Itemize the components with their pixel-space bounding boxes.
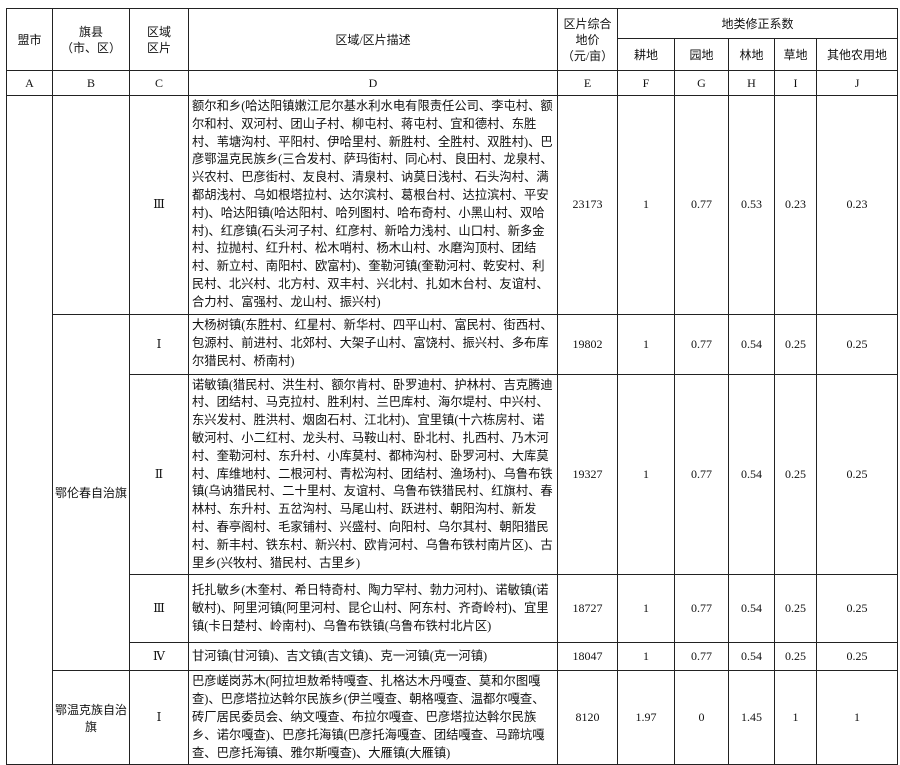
description-cell: 大杨树镇(东胜村、红星村、新华村、四平山村、富民村、街西村、包源村、前进村、北郊… bbox=[188, 313, 558, 375]
header-description: 区域/区片描述 bbox=[188, 8, 558, 71]
zone-cell: Ⅳ bbox=[129, 642, 189, 672]
forest-cell: 0.54 bbox=[728, 642, 775, 672]
forest-cell: 0.54 bbox=[728, 313, 775, 375]
price-cell: 8120 bbox=[557, 670, 618, 765]
header-forest: 林地 bbox=[728, 38, 775, 71]
forest-cell: 0.54 bbox=[728, 373, 775, 576]
zone-cell: Ⅰ bbox=[129, 313, 189, 375]
header-grassland: 草地 bbox=[774, 38, 817, 71]
header-county-line1: 旗县 bbox=[78, 24, 103, 39]
farmland-cell: 1 bbox=[617, 313, 675, 375]
letter-cell: H bbox=[728, 70, 775, 96]
header-county: 旗县 （市、区） bbox=[52, 8, 130, 71]
price-cell: 19802 bbox=[557, 313, 618, 375]
zone-cell: Ⅲ bbox=[129, 574, 189, 644]
price-cell: 18047 bbox=[557, 642, 618, 672]
header-zone-line2: 区片 bbox=[146, 40, 171, 55]
description-cell: 托扎敏乡(木奎村、希日特奇村、陶力罕村、勃力河村)、诺敏镇(诺敏村)、阿里河镇(… bbox=[188, 574, 558, 644]
garden-cell: 0.77 bbox=[674, 313, 729, 375]
header-price-line1: 区片综合 bbox=[563, 16, 612, 31]
header-row: 盟市 旗县 （市、区） 区域 区片 区域/区片描述 区片综合 地价 （元/亩） 地类修正… bbox=[6, 8, 899, 71]
header-coefficient-group: 地类修正系数 bbox=[616, 8, 899, 39]
other-agri-cell: 1 bbox=[815, 670, 899, 765]
zone-cell: Ⅰ bbox=[129, 670, 189, 765]
header-zone-line1: 区域 bbox=[146, 24, 171, 39]
grassland-cell: 0.25 bbox=[774, 373, 817, 576]
letter-cell: D bbox=[188, 70, 558, 96]
letter-cell: F bbox=[617, 70, 675, 96]
description-cell: 甘河镇(甘河镇)、吉文镇(吉文镇)、克一河镇(克一河镇) bbox=[188, 642, 558, 672]
price-cell: 23173 bbox=[557, 95, 618, 315]
letter-cell: J bbox=[815, 70, 899, 96]
description-cell: 诺敏镇(猎民村、洪生村、额尔肯村、卧罗迪村、护林村、吉克腾迪村、团结村、马克拉村… bbox=[188, 373, 558, 576]
grassland-cell: 0.25 bbox=[774, 642, 817, 672]
land-price-table: 盟市 旗县 （市、区） 区域 区片 区域/区片描述 区片综合 地价 （元/亩） 地类修正… bbox=[6, 8, 899, 765]
letter-cell: C bbox=[129, 70, 189, 96]
letter-cell: E bbox=[557, 70, 618, 96]
zone-cell: Ⅲ bbox=[129, 95, 189, 315]
price-cell: 18727 bbox=[557, 574, 618, 644]
letter-cell: B bbox=[52, 70, 130, 96]
header-price: 区片综合 地价 （元/亩） bbox=[557, 8, 618, 71]
zone-cell: Ⅱ bbox=[129, 373, 189, 576]
header-garden: 园地 bbox=[674, 38, 729, 71]
farmland-cell: 1 bbox=[617, 373, 675, 576]
table-row: 鄂温克族自治旗 Ⅰ 巴彦嵯岗苏木(阿拉坦敖希特嘎查、扎格达木丹嘎查、莫和尔图嘎查… bbox=[7, 670, 899, 765]
header-other-agri: 其他农用地 bbox=[815, 38, 899, 71]
other-agri-cell: 0.23 bbox=[815, 95, 899, 315]
garden-cell: 0.77 bbox=[674, 373, 729, 576]
farmland-cell: 1.97 bbox=[617, 670, 675, 765]
garden-cell: 0.77 bbox=[674, 642, 729, 672]
farmland-cell: 1 bbox=[617, 642, 675, 672]
subheader-row: 耕地 园地 林地 草地 其他农用地 bbox=[7, 38, 899, 71]
header-price-line2: 地价 bbox=[575, 32, 600, 47]
header-county-line2: （市、区） bbox=[60, 40, 121, 55]
garden-cell: 0 bbox=[674, 670, 729, 765]
letters-row: A B C D E F G H I J bbox=[6, 70, 899, 96]
other-agri-cell: 0.25 bbox=[815, 373, 899, 576]
forest-cell: 1.45 bbox=[728, 670, 775, 765]
letter-cell: G bbox=[674, 70, 729, 96]
grassland-cell: 0.25 bbox=[774, 574, 817, 644]
header-city: 盟市 bbox=[6, 8, 53, 71]
other-agri-cell: 0.25 bbox=[815, 574, 899, 644]
letter-cell: A bbox=[6, 70, 53, 96]
other-agri-cell: 0.25 bbox=[815, 313, 899, 375]
garden-cell: 0.77 bbox=[674, 95, 729, 315]
city-cell bbox=[6, 94, 53, 765]
grassland-cell: 0.23 bbox=[774, 95, 817, 315]
forest-cell: 0.54 bbox=[728, 574, 775, 644]
grassland-cell: 1 bbox=[774, 670, 817, 765]
description-cell: 巴彦嵯岗苏木(阿拉坦敖希特嘎查、扎格达木丹嘎查、莫和尔图嘎查)、巴彦塔拉达斡尔民… bbox=[188, 670, 558, 765]
letter-cell: I bbox=[774, 70, 817, 96]
header-price-line3: （元/亩） bbox=[561, 48, 614, 63]
county-cell: 鄂伦春自治旗 bbox=[52, 313, 130, 672]
farmland-cell: 1 bbox=[617, 574, 675, 644]
county-cell bbox=[52, 95, 130, 315]
other-agri-cell: 0.25 bbox=[815, 642, 899, 672]
garden-cell: 0.77 bbox=[674, 574, 729, 644]
county-cell: 鄂温克族自治旗 bbox=[52, 670, 130, 765]
header-farmland: 耕地 bbox=[617, 38, 675, 71]
table-row: Ⅲ 额尔和乡(哈达阳镇嫩江尼尔基水利水电有限责任公司、李屯村、额尔和村、双河村、… bbox=[6, 94, 899, 765]
description-cell: 额尔和乡(哈达阳镇嫩江尼尔基水利水电有限责任公司、李屯村、额尔和村、双河村、团山… bbox=[188, 95, 558, 315]
farmland-cell: 1 bbox=[617, 95, 675, 315]
grassland-cell: 0.25 bbox=[774, 313, 817, 375]
table-row: 鄂伦春自治旗 Ⅰ 大杨树镇(东胜村、红星村、新华村、四平山村、富民村、街西村、包… bbox=[7, 313, 899, 672]
table-row: Ⅲ 托扎敏乡(木奎村、希日特奇村、陶力罕村、勃力河村)、诺敏镇(诺敏村)、阿里河… bbox=[7, 574, 899, 644]
price-cell: 19327 bbox=[557, 373, 618, 576]
table-row: Ⅱ 诺敏镇(猎民村、洪生村、额尔肯村、卧罗迪村、护林村、吉克腾迪村、团结村、马克… bbox=[7, 373, 899, 576]
forest-cell: 0.53 bbox=[728, 95, 775, 315]
header-zone: 区域 区片 bbox=[129, 8, 189, 71]
table-row: Ⅳ 甘河镇(甘河镇)、吉文镇(吉文镇)、克一河镇(克一河镇) 18047 1 0… bbox=[7, 642, 899, 672]
